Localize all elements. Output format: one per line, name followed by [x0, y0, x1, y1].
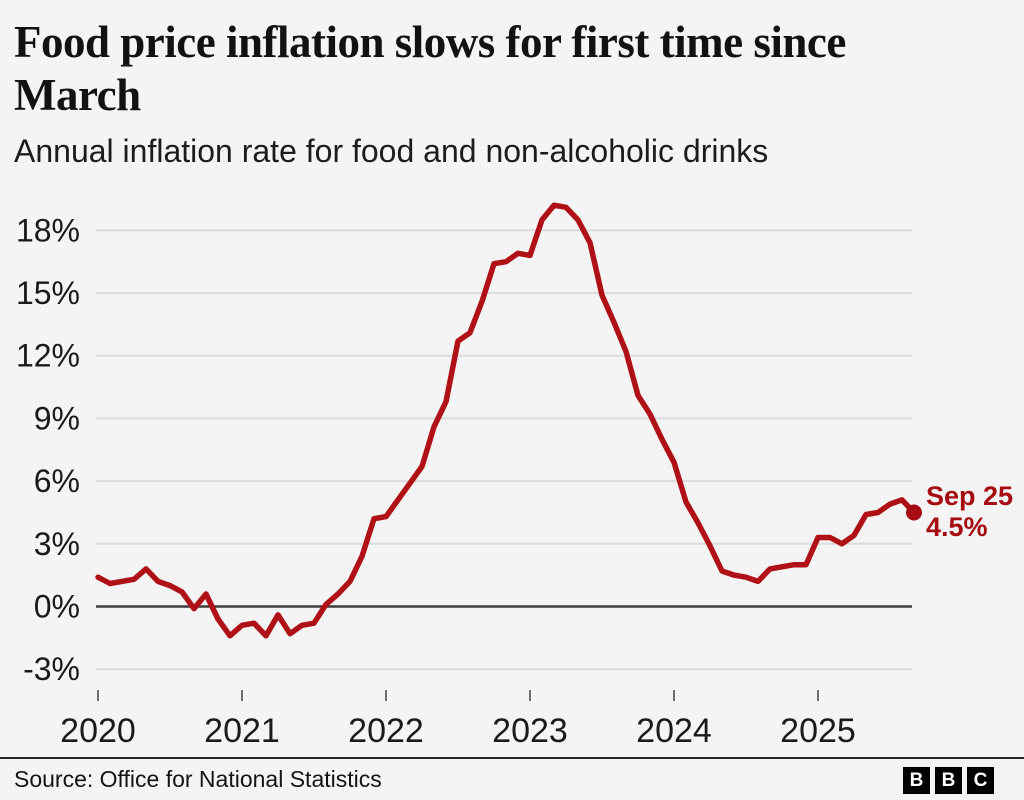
x-axis-tick-label: 2025 [780, 712, 856, 750]
footer: Source: Office for National Statistics B… [0, 757, 1024, 800]
bbc-logo-block-c: C [967, 767, 994, 794]
page-title: Food price inflation slows for first tim… [14, 16, 1014, 122]
annotation-date: Sep 25 [926, 481, 1014, 511]
y-axis-tick-label: 3% [34, 526, 80, 562]
title-line-1: Food price inflation slows for first tim… [14, 17, 846, 67]
x-axis-tick-label: 2022 [348, 712, 424, 750]
x-axis-tick-label: 2021 [204, 712, 280, 750]
y-axis-tick-label: 12% [16, 338, 80, 374]
annotation-label: Sep 25 4.5% [926, 481, 1013, 543]
bbc-logo-block-b2: B [935, 767, 962, 794]
x-axis-tick-label: 2020 [60, 712, 136, 750]
end-point-dot [906, 504, 922, 521]
title-line-2: March [14, 70, 141, 120]
y-axis-tick-label: 0% [34, 589, 80, 625]
y-axis-tick-label: 6% [34, 463, 80, 499]
y-axis-tick-label: -3% [23, 651, 80, 687]
y-axis-tick-label: 18% [16, 212, 80, 248]
bbc-logo-block-b1: B [903, 767, 930, 794]
bbc-logo: B B C [903, 767, 994, 794]
chart-subtitle: Annual inflation rate for food and non-a… [14, 133, 769, 169]
annotation-value: 4.5% [926, 512, 988, 542]
inflation-line [95, 202, 917, 639]
x-axis-tick-label: 2023 [492, 712, 568, 750]
x-axis-tick-label: 2024 [636, 712, 712, 750]
y-axis-tick-label: 9% [34, 400, 80, 436]
y-axis-tick-label: 15% [16, 275, 80, 311]
source-label: Source: Office for National Statistics [14, 766, 382, 792]
